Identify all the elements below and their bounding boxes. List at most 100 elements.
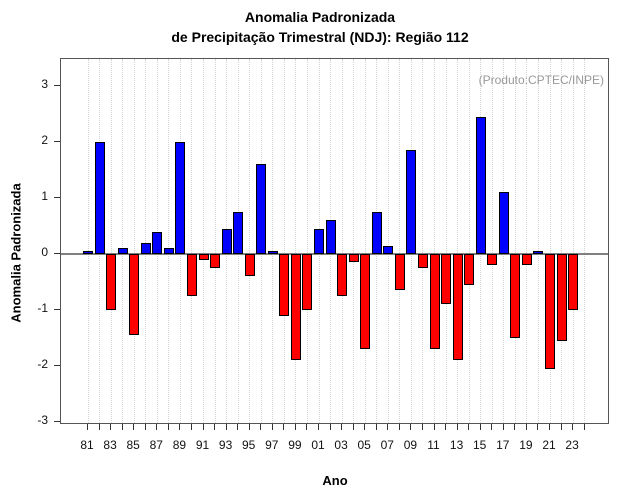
year-gridline	[468, 59, 470, 423]
chart-title: Anomalia Padronizada de Precipitação Tri…	[0, 7, 640, 47]
bar-1989	[175, 142, 186, 254]
bar-1986	[140, 242, 151, 254]
x-axis-tick	[537, 424, 539, 430]
year-gridline	[133, 59, 135, 423]
x-axis-tick	[133, 424, 135, 430]
x-axis-tick	[87, 424, 88, 430]
chart-title-line2: de Precipitação Trimestral (NDJ): Região…	[171, 29, 469, 45]
x-axis-tick	[283, 424, 285, 430]
bar-2009	[406, 150, 417, 254]
x-axis-tick	[560, 424, 562, 430]
y-axis-tick	[54, 365, 60, 366]
x-axis-tick	[583, 424, 585, 430]
x-axis-tick	[549, 424, 550, 430]
x-axis-tick	[341, 424, 343, 430]
bar-2002	[325, 220, 336, 254]
year-gridline	[306, 59, 308, 423]
bar-2000	[302, 254, 313, 310]
bar-2007	[383, 245, 394, 254]
x-axis-tick	[572, 424, 574, 430]
bar-2021	[545, 254, 555, 369]
x-axis-tick	[202, 424, 204, 430]
bar-2019	[521, 254, 532, 266]
bar-2020	[533, 251, 544, 254]
x-axis-tick-label: 85	[126, 438, 140, 452]
x-axis-tick-label: 13	[449, 438, 464, 452]
y-axis-tick-label: -2	[37, 357, 48, 371]
x-axis-tick	[456, 424, 458, 430]
bar-2013	[452, 254, 463, 361]
year-gridline	[214, 59, 216, 423]
x-axis-tick	[514, 424, 516, 430]
year-gridline	[203, 59, 204, 423]
year-gridline	[526, 59, 528, 423]
x-axis-tick	[329, 424, 331, 430]
x-axis-tick	[271, 424, 273, 430]
zero-line	[61, 253, 608, 255]
x-axis-tick-label: 91	[195, 438, 210, 452]
x-axis-tick	[190, 424, 192, 430]
bar-1985	[129, 254, 140, 336]
x-axis-tick-label: 01	[311, 438, 325, 452]
x-axis-tick	[387, 424, 389, 430]
x-axis-tick	[525, 424, 527, 430]
bar-1983	[106, 254, 117, 310]
x-axis-tick	[375, 424, 377, 430]
y-axis-tick	[54, 309, 60, 310]
y-axis-tick-label: -1	[37, 301, 48, 315]
x-axis-tick-label: 17	[496, 438, 510, 452]
y-axis-tick-label: 0	[41, 245, 48, 259]
x-axis-tick-label: 89	[172, 438, 187, 452]
bar-2017	[498, 192, 509, 254]
y-axis-tick-label: 3	[41, 77, 48, 91]
y-axis-tick-label: -3	[37, 413, 48, 427]
bar-1991	[198, 254, 209, 260]
y-axis-tick	[54, 197, 60, 198]
x-axis-tick-label: 05	[357, 438, 371, 452]
x-axis-tick-label: 81	[80, 438, 94, 452]
year-gridline	[272, 59, 274, 423]
x-axis-tick	[98, 424, 100, 430]
x-axis-tick	[318, 424, 319, 430]
year-gridline	[514, 59, 516, 423]
x-axis-tick-label: 03	[334, 438, 348, 452]
bar-1995	[244, 254, 255, 277]
bar-1999	[290, 254, 301, 361]
x-axis-tick	[225, 424, 227, 430]
y-axis-tick-label: 1	[41, 189, 48, 203]
x-axis-tick	[167, 424, 169, 430]
year-gridline	[191, 59, 193, 423]
year-gridline	[422, 59, 424, 423]
x-axis-tick	[306, 424, 308, 430]
x-axis-tick-label: 97	[265, 438, 279, 452]
x-axis-tick-label: 99	[288, 438, 302, 452]
x-axis-tick	[260, 424, 262, 430]
bar-2012	[441, 254, 452, 305]
x-axis-tick-label: 15	[473, 438, 487, 452]
bar-1998	[279, 254, 290, 316]
bar-1992	[210, 254, 221, 268]
y-axis-tick	[54, 421, 60, 422]
x-axis-tick	[121, 424, 123, 430]
bar-2018	[510, 254, 521, 338]
bar-2015	[475, 116, 486, 254]
bar-1994	[233, 212, 244, 254]
bar-1984	[117, 248, 128, 254]
x-axis-tick	[410, 424, 412, 430]
bar-2011	[429, 254, 440, 350]
x-axis-tick	[294, 424, 296, 430]
bar-1988	[163, 248, 174, 254]
year-gridline	[249, 59, 251, 423]
x-axis-tick-label: 21	[542, 438, 556, 452]
plot-area	[60, 58, 609, 424]
x-axis-tick	[110, 424, 112, 430]
bar-1987	[152, 231, 163, 254]
x-axis-tick	[468, 424, 470, 430]
year-gridline	[549, 59, 551, 423]
x-axis-tick	[502, 424, 504, 430]
y-axis-tick	[54, 85, 60, 86]
bar-2004	[348, 254, 359, 263]
year-gridline	[445, 59, 447, 423]
x-axis-tick-label: 93	[218, 438, 233, 452]
